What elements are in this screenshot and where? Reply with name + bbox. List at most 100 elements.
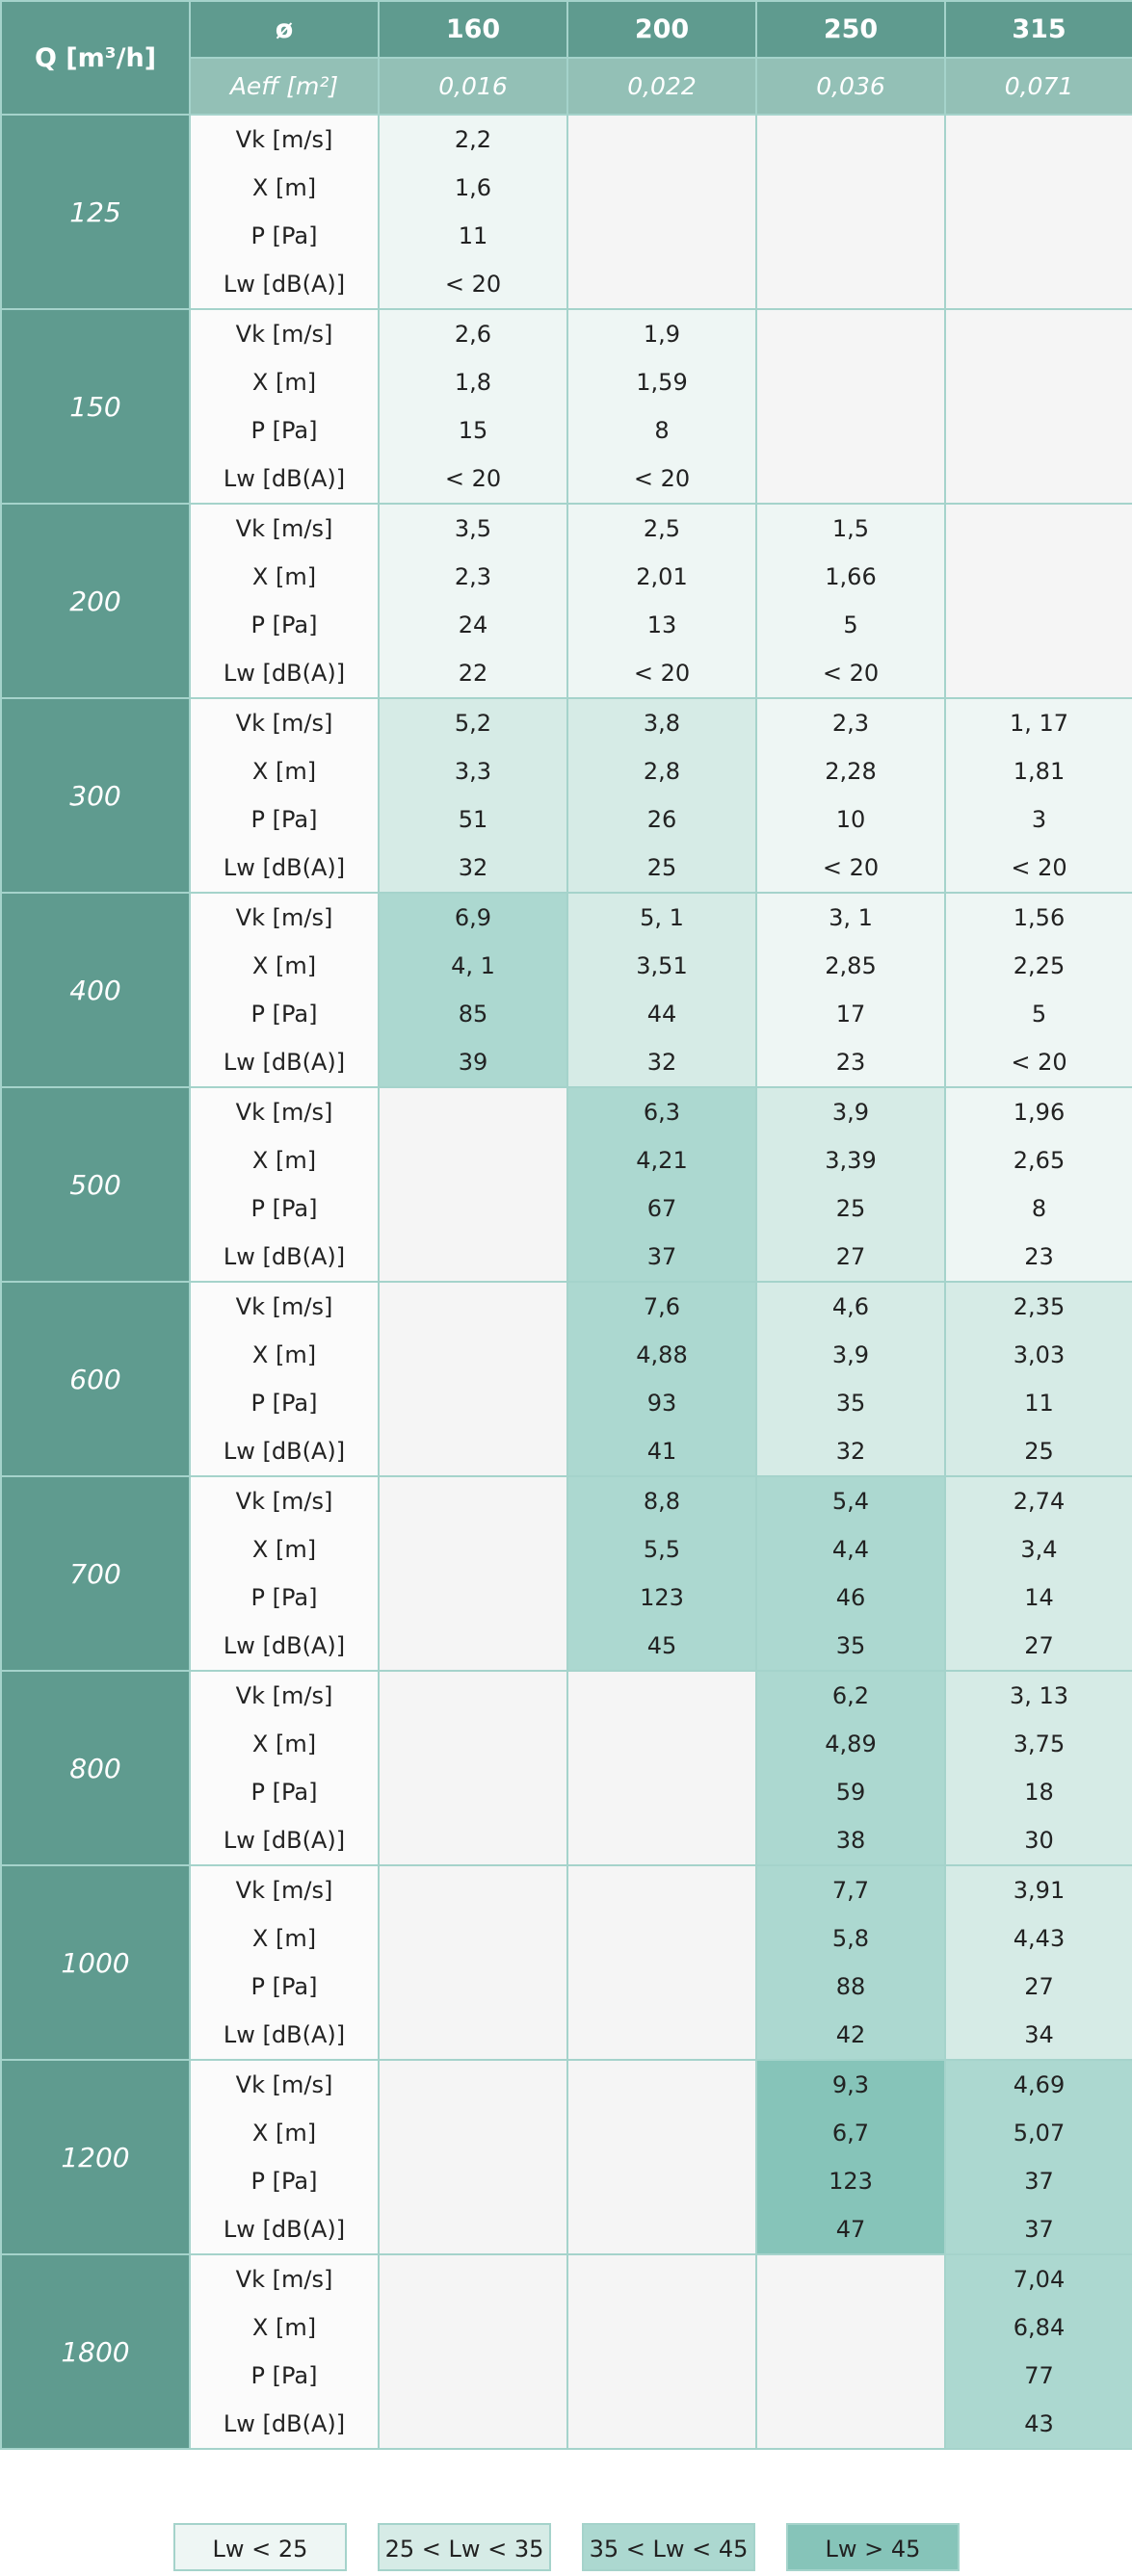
value-cell: 3,9 3,39 25 27: [755, 1086, 946, 1283]
parameter-labels: Vk [m/s] X [m] P [Pa] Lw [dB(A)]: [189, 892, 380, 1088]
value: 3,9: [831, 1341, 870, 1368]
value: 51: [458, 806, 488, 833]
value-cell: 6,2 4,89 59 38: [755, 1670, 946, 1866]
parameter-label: P [Pa]: [250, 1779, 318, 1806]
value: 5: [843, 611, 858, 638]
flow-rate-cell: 200: [0, 503, 191, 699]
value-cell: 1,56 2,25 5 < 20: [944, 892, 1132, 1088]
diameter-200: 200: [566, 0, 757, 59]
value-cell: 6,9 4, 1 85 39: [378, 892, 568, 1088]
parameter-label: X [m]: [251, 1730, 317, 1757]
value: < 20: [822, 854, 880, 881]
flow-rate-cell: 1200: [0, 2059, 191, 2255]
value-cell: 3,8 2,8 26 25: [566, 697, 757, 894]
parameter-labels: Vk [m/s] X [m] P [Pa] Lw [dB(A)]: [189, 1670, 380, 1866]
empty-cell: [566, 1670, 757, 1866]
empty-cell: [378, 1670, 568, 1866]
parameter-label: Vk [m/s]: [235, 2071, 333, 2098]
parameter-labels: Vk [m/s] X [m] P [Pa] Lw [dB(A)]: [189, 1864, 380, 2061]
parameter-label: X [m]: [251, 1925, 317, 1952]
value: 9,3: [831, 2071, 870, 2098]
parameter-label: Vk [m/s]: [235, 1293, 333, 1320]
value: 37: [1024, 2216, 1054, 2243]
parameter-label: Vk [m/s]: [235, 2266, 333, 2293]
empty-cell: [755, 308, 946, 505]
empty-cell: [378, 1281, 568, 1477]
value: 5,07: [1013, 2120, 1066, 2147]
empty-cell: [944, 308, 1132, 505]
parameter-label: Lw [dB(A)]: [223, 1827, 346, 1854]
value: 25: [1024, 1438, 1054, 1465]
value: 4,88: [636, 1341, 688, 1368]
empty-cell: [378, 1086, 568, 1283]
value: 35: [835, 1632, 866, 1659]
value: 37: [1024, 2168, 1054, 2195]
parameter-label: P [Pa]: [250, 1195, 318, 1222]
value-cell: 6,3 4,21 67 37: [566, 1086, 757, 1283]
value-cell: 4,6 3,9 35 32: [755, 1281, 946, 1477]
value: 2,5: [643, 515, 681, 542]
parameter-label: P [Pa]: [250, 1001, 318, 1028]
value: 4,4: [831, 1536, 870, 1563]
value-cell: 3,5 2,3 24 22: [378, 503, 568, 699]
value: 7,6: [643, 1293, 681, 1320]
value-cell: 1, 17 1,81 3 < 20: [944, 697, 1132, 894]
value-cell: 7,04 6,84 77 43: [944, 2253, 1132, 2450]
value: 123: [829, 2168, 873, 2195]
diameter-160: 160: [378, 0, 568, 59]
diameter-250: 250: [755, 0, 946, 59]
parameter-label: P [Pa]: [250, 1390, 318, 1417]
value: 6,7: [831, 2120, 870, 2147]
table-row: 1000 Vk [m/s] X [m] P [Pa] Lw [dB(A)] 7,7 5,8 8…: [0, 1864, 1132, 2061]
value: 6,3: [643, 1099, 681, 1126]
value: 2,35: [1013, 1293, 1066, 1320]
value: 6,9: [454, 904, 492, 931]
value-cell: 2,6 1,8 15 < 20: [378, 308, 568, 505]
value: 85: [458, 1001, 488, 1028]
parameter-label: Vk [m/s]: [235, 515, 333, 542]
value: < 20: [444, 271, 502, 298]
value-cell: 7,6 4,88 93 41: [566, 1281, 757, 1477]
value: 42: [835, 2021, 866, 2048]
value: 27: [1024, 1973, 1054, 2000]
parameter-label: P [Pa]: [250, 1584, 318, 1611]
parameter-label: Vk [m/s]: [235, 1877, 333, 1904]
value: 38: [835, 1827, 866, 1854]
parameter-label: P [Pa]: [250, 1973, 318, 2000]
value-cell: 8,8 5,5 123 45: [566, 1475, 757, 1672]
value: < 20: [1011, 854, 1067, 881]
parameter-labels: Vk [m/s] X [m] P [Pa] Lw [dB(A)]: [189, 114, 380, 310]
value: 1,96: [1013, 1099, 1066, 1126]
value-cell: 9,3 6,7 123 47: [755, 2059, 946, 2255]
value-cell: 3, 13 3,75 18 30: [944, 1670, 1132, 1866]
value-cell: 5,4 4,4 46 35: [755, 1475, 946, 1672]
parameter-label: X [m]: [251, 1341, 317, 1368]
flow-rate-cell: 150: [0, 308, 191, 505]
value: 4,6: [831, 1293, 870, 1320]
value: 3,39: [825, 1147, 877, 1174]
empty-cell: [378, 2059, 568, 2255]
value: 2,3: [454, 563, 492, 590]
value-cell: 7,7 5,8 88 42: [755, 1864, 946, 2061]
performance-table: Q [m³/h] ø 160 200 250 315 Aeff [m²] 0,0…: [0, 0, 1132, 2450]
value: 32: [458, 854, 488, 881]
legend-lw-35-45: 35 < Lw < 45: [582, 2523, 755, 2571]
diameter-315: 315: [944, 0, 1132, 59]
value: 23: [1024, 1243, 1054, 1270]
parameter-label: Vk [m/s]: [235, 126, 333, 153]
value: 2,65: [1013, 1147, 1066, 1174]
value-cell: 2,74 3,4 14 27: [944, 1475, 1132, 1672]
value: 2,3: [831, 710, 870, 737]
value: 6,84: [1013, 2314, 1066, 2341]
value: 1,56: [1013, 904, 1066, 931]
parameter-label: Lw [dB(A)]: [223, 465, 346, 492]
value: 44: [646, 1001, 677, 1028]
value: 27: [835, 1243, 866, 1270]
value: 32: [646, 1049, 677, 1076]
value: 3,4: [1020, 1536, 1058, 1563]
table-row: 1800 Vk [m/s] X [m] P [Pa] Lw [dB(A)] 7,04 6,8…: [0, 2253, 1132, 2450]
value: 11: [458, 222, 488, 249]
q-header: Q [m³/h]: [0, 0, 191, 116]
value: 2,28: [825, 758, 877, 785]
value: 1,8: [454, 369, 492, 396]
